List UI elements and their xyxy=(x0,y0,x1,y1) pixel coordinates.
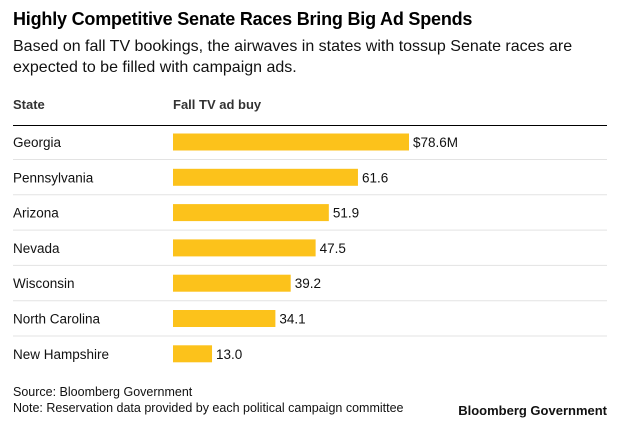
value-label: $78.6M xyxy=(413,135,458,150)
bar xyxy=(173,168,358,186)
value-label: 34.1 xyxy=(279,312,305,327)
state-label: Wisconsin xyxy=(13,276,75,291)
ad-buy-column-header: Fall TV ad buy xyxy=(173,97,262,112)
value-label: 61.6 xyxy=(362,170,388,185)
bar xyxy=(173,310,276,327)
value-label: 47.5 xyxy=(320,241,346,256)
chart-title: Highly Competitive Senate Races Bring Bi… xyxy=(13,9,473,29)
header-rule xyxy=(13,125,607,126)
state-column-header: State xyxy=(13,97,45,112)
chart-subtitle: Based on fall TV bookings, the airwaves … xyxy=(13,38,573,76)
state-label: Pennsylvania xyxy=(13,170,94,185)
state-label: Georgia xyxy=(13,135,62,150)
chart-footer: Source: Bloomberg Government Note: Reser… xyxy=(13,384,404,416)
bar xyxy=(173,239,316,257)
data-note: Note: Reservation data provided by each … xyxy=(13,401,404,415)
brand-logo: Bloomberg Government xyxy=(458,403,607,418)
state-label: Nevada xyxy=(13,241,60,256)
state-label: New Hampshire xyxy=(13,347,109,362)
state-label: Arizona xyxy=(13,206,59,221)
bar xyxy=(173,345,213,363)
bar xyxy=(173,133,409,151)
value-label: 13.0 xyxy=(216,347,242,362)
value-label: 39.2 xyxy=(295,276,321,291)
bar xyxy=(173,204,329,222)
state-label: North Carolina xyxy=(13,312,101,327)
value-label: 51.9 xyxy=(333,206,359,221)
bar xyxy=(173,274,291,292)
source-note: Source: Bloomberg Government xyxy=(13,385,193,399)
